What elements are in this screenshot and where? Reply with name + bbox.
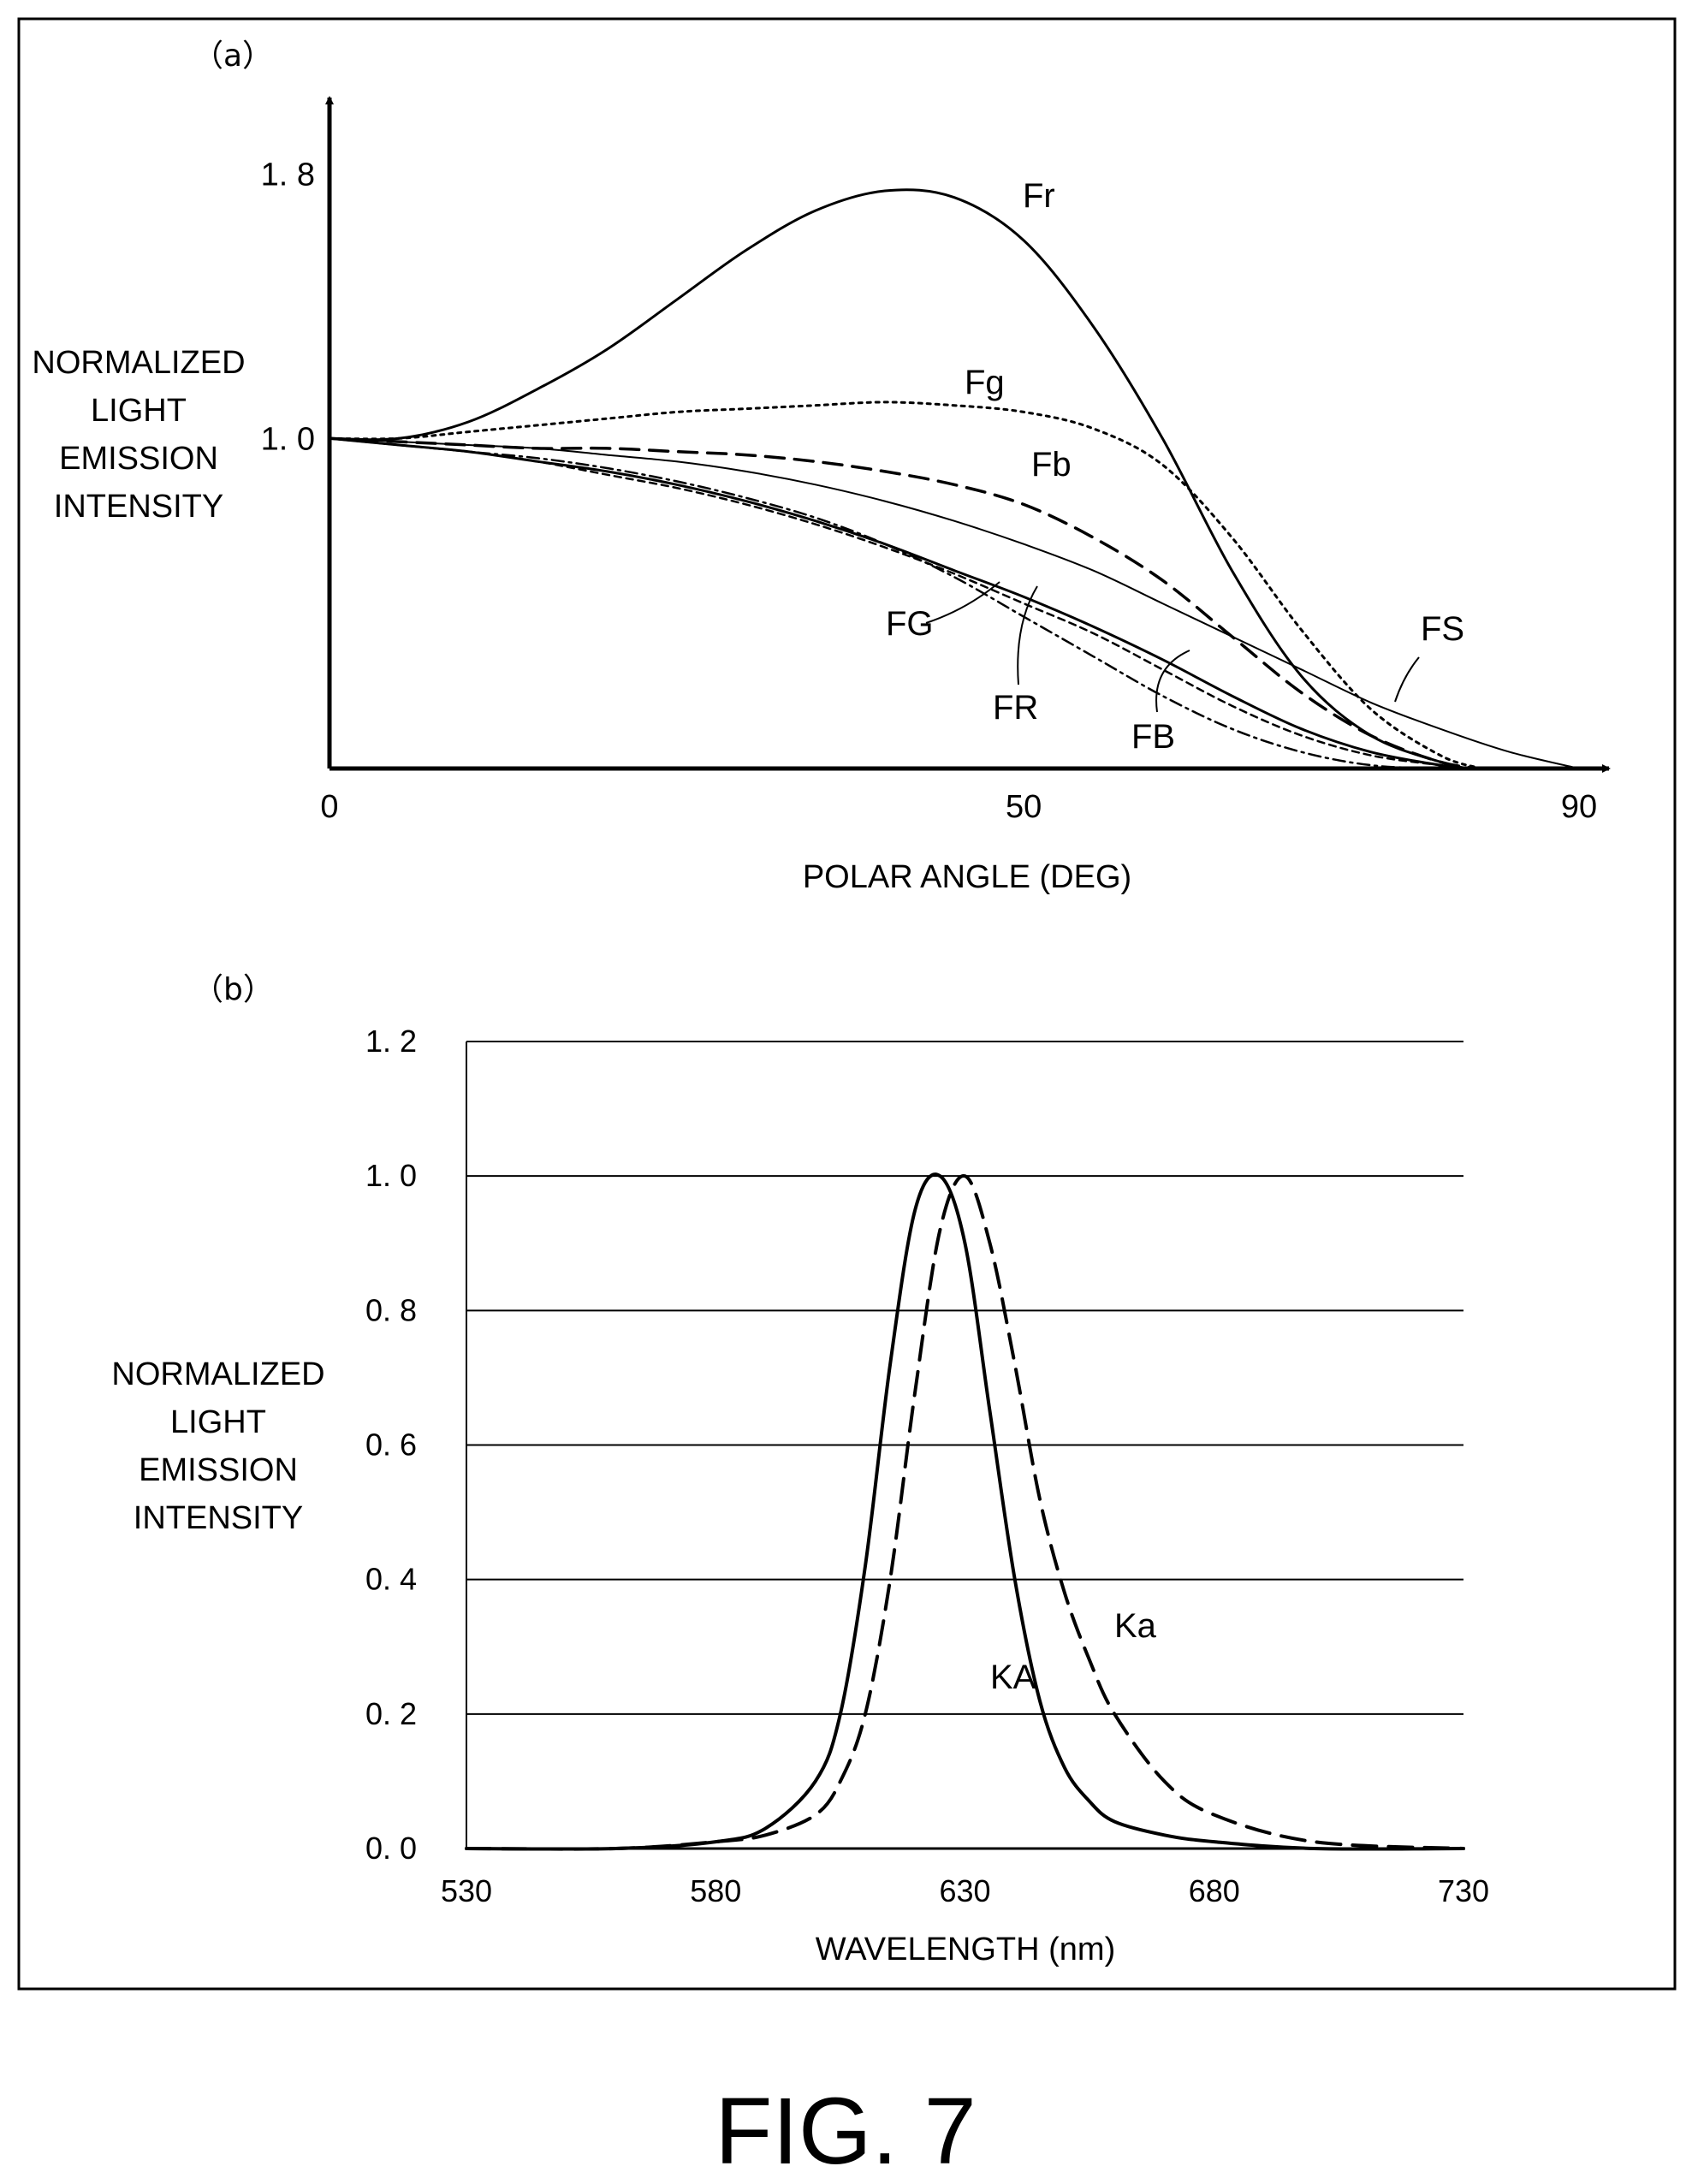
panel-b-y-axis-title-line-4: INTENSITY: [134, 1500, 303, 1536]
panel-a-y-tick-1-8: 1. 8: [261, 157, 315, 193]
panel-a-x-axis-title: POLAR ANGLE (DEG): [803, 859, 1131, 895]
panel-b-series: [465, 1172, 1465, 1851]
leader-line-fb-capital: [1155, 650, 1190, 713]
leader-line-fg-capital: [925, 581, 1000, 624]
panel-b-y-tick-0-2: 0. 2: [365, 1696, 417, 1731]
panel-b-x-tick-580: 580: [690, 1873, 741, 1908]
panel-a-series: [328, 188, 1580, 770]
series-line-fs-upper: [329, 437, 1580, 769]
panel-a-label: （a）: [193, 39, 273, 74]
panel-a-y-axis-title-line-2: LIGHT: [91, 393, 187, 429]
figure-caption: FIG. 7: [715, 2079, 977, 2184]
panel-b-y-axis-title-line-3: EMISSION: [139, 1452, 298, 1488]
panel-b-wavelength-chart: （b） 0. 0 0. 2 0. 4 0. 6 0. 8 1. 0 1. 2 530 580 63…: [111, 972, 1489, 1967]
panel-a-tick-labels: 0 50 90 1. 0 1. 8: [261, 157, 1598, 825]
panel-a-y-axis-title-line-4: INTENSITY: [54, 489, 223, 525]
series-line-fr-upper: [328, 436, 1469, 770]
panel-a-y-axis-title: NORMALIZED LIGHT EMISSION INTENSITY: [32, 345, 245, 525]
figure-border: [17, 17, 1677, 1991]
panel-b-gridlines: [466, 1041, 1463, 1850]
series-line-fr: [328, 188, 1469, 770]
panel-a-curve-labels: Fr Fg Fb FS FG FR FB: [886, 177, 1464, 756]
leader-line-fr-capital: [1017, 585, 1038, 685]
curve-label-fr-capital: FR: [993, 689, 1038, 727]
curve-label-fg: Fg: [965, 364, 1005, 401]
panel-b-x-tick-530: 530: [441, 1873, 492, 1908]
panel-b-x-axis-title: WAVELENGTH (nm): [816, 1932, 1115, 1967]
panel-b-x-tick-630: 630: [939, 1873, 990, 1908]
panel-b-label: （b）: [193, 972, 274, 1007]
curve-label-ka: Ka: [1114, 1607, 1157, 1645]
series-line-ka: [465, 1174, 1465, 1851]
curve-label-fs: FS: [1421, 610, 1464, 648]
panel-a-x-tick-0: 0: [320, 789, 338, 825]
panel-a-x-tick-90: 90: [1561, 789, 1597, 825]
series-line-fg: [328, 401, 1483, 770]
series-line-fg-upper: [328, 437, 1469, 770]
series-line-ka-upper: [465, 1172, 1465, 1851]
curve-label-fb-capital: FB: [1131, 718, 1175, 756]
curve-label-ka-capital: KA: [990, 1659, 1036, 1696]
leader-line-fs: [1394, 656, 1420, 703]
panel-b-y-tick-1-0: 1. 0: [365, 1158, 417, 1193]
panel-a-y-axis-title-line-3: EMISSION: [59, 441, 218, 477]
panel-a-x-tick-50: 50: [1006, 789, 1042, 825]
curve-label-fb: Fb: [1031, 446, 1072, 484]
panel-b-x-tick-680: 680: [1189, 1873, 1240, 1908]
panel-b-y-axis-title: NORMALIZED LIGHT EMISSION INTENSITY: [111, 1356, 324, 1536]
panel-b-tick-labels: 0. 0 0. 2 0. 4 0. 6 0. 8 1. 0 1. 2 530 580 630 680…: [365, 1024, 1489, 1908]
panel-a-y-tick-1-0: 1. 0: [261, 421, 315, 457]
series-line-fb-upper: [328, 437, 1469, 770]
panel-a-polar-angle-chart: （a） NORMALIZED LIGHT EMISSION INTENSITY …: [32, 39, 1611, 895]
panel-b-y-tick-0-0: 0. 0: [365, 1831, 417, 1866]
panel-b-y-tick-0-8: 0. 8: [365, 1292, 417, 1327]
curve-label-fg-capital: FG: [886, 605, 934, 643]
panel-b-x-tick-730: 730: [1438, 1873, 1489, 1908]
curve-label-fr: Fr: [1023, 177, 1055, 215]
panel-b-y-tick-1-2: 1. 2: [365, 1024, 417, 1059]
panel-b-y-axis-title-line-1: NORMALIZED: [111, 1356, 324, 1392]
panel-b-y-axis-title-line-2: LIGHT: [170, 1404, 266, 1440]
panel-a-y-axis-title-line-1: NORMALIZED: [32, 345, 245, 381]
series-line-fb: [328, 436, 1484, 770]
panel-b-y-tick-0-4: 0. 4: [365, 1562, 417, 1597]
panel-b-y-tick-0-6: 0. 6: [365, 1427, 417, 1463]
